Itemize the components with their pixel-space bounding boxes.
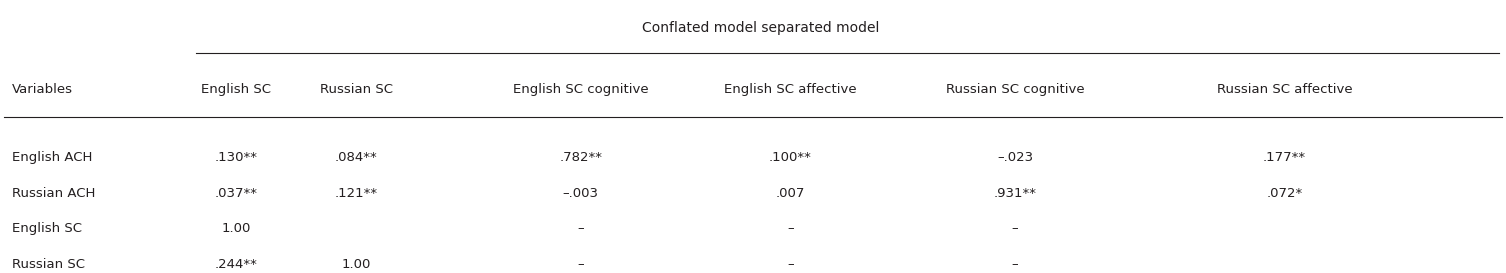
Text: .782**: .782** (559, 150, 602, 164)
Text: .072*: .072* (1267, 188, 1303, 200)
Text: –: – (577, 258, 584, 271)
Text: –: – (788, 258, 794, 271)
Text: 1.00: 1.00 (342, 258, 370, 271)
Text: English SC affective: English SC affective (724, 83, 857, 96)
Text: .007: .007 (776, 188, 806, 200)
Text: –: – (1012, 222, 1018, 235)
Text: English SC cognitive: English SC cognitive (514, 83, 649, 96)
Text: 1.00: 1.00 (221, 222, 252, 235)
Text: .100**: .100** (770, 150, 812, 164)
Text: .121**: .121** (334, 188, 378, 200)
Text: Variables: Variables (12, 83, 72, 96)
Text: English SC: English SC (202, 83, 271, 96)
Text: –.003: –.003 (563, 188, 599, 200)
Text: .244**: .244** (215, 258, 258, 271)
Text: –.023: –.023 (997, 150, 1033, 164)
Text: Russian ACH: Russian ACH (12, 188, 95, 200)
Text: .931**: .931** (994, 188, 1036, 200)
Text: Conflated model separated model: Conflated model separated model (642, 21, 880, 35)
Text: English ACH: English ACH (12, 150, 92, 164)
Text: .037**: .037** (215, 188, 258, 200)
Text: –: – (788, 222, 794, 235)
Text: –: – (577, 222, 584, 235)
Text: .084**: .084** (334, 150, 378, 164)
Text: –: – (1012, 258, 1018, 271)
Text: .177**: .177** (1264, 150, 1306, 164)
Text: .130**: .130** (215, 150, 258, 164)
Text: Russian SC: Russian SC (12, 258, 84, 271)
Text: English SC: English SC (12, 222, 81, 235)
Text: Russian SC affective: Russian SC affective (1217, 83, 1352, 96)
Text: Russian SC: Russian SC (319, 83, 393, 96)
Text: Russian SC cognitive: Russian SC cognitive (946, 83, 1084, 96)
